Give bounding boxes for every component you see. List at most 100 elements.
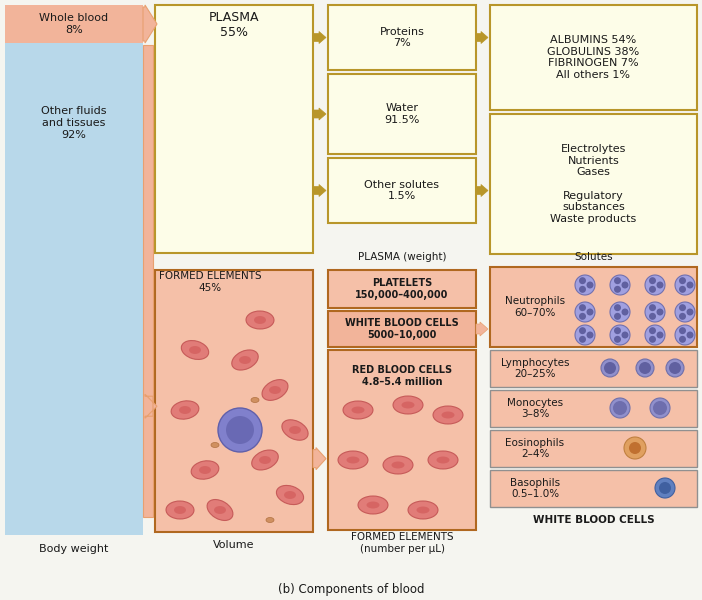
Text: (b) Components of blood: (b) Components of blood	[278, 583, 424, 596]
Circle shape	[579, 313, 586, 320]
Ellipse shape	[352, 407, 364, 413]
Text: Whole blood
8%: Whole blood 8%	[39, 13, 109, 35]
Circle shape	[613, 401, 627, 415]
Ellipse shape	[393, 396, 423, 414]
Bar	[490, 267, 697, 347]
Circle shape	[679, 313, 686, 320]
Bar	[328, 158, 476, 223]
Ellipse shape	[428, 451, 458, 469]
Circle shape	[586, 281, 593, 289]
Circle shape	[649, 336, 656, 343]
Ellipse shape	[239, 356, 251, 364]
Circle shape	[649, 313, 656, 320]
FancyArrow shape	[476, 31, 488, 43]
Text: Neutrophils
60–70%: Neutrophils 60–70%	[505, 296, 565, 318]
Circle shape	[669, 362, 681, 374]
Ellipse shape	[166, 501, 194, 519]
Text: Volume: Volume	[213, 540, 255, 550]
Circle shape	[655, 478, 675, 498]
Text: Eosinophils
2–4%: Eosinophils 2–4%	[505, 438, 564, 460]
Circle shape	[650, 398, 670, 418]
Ellipse shape	[189, 346, 201, 354]
FancyArrow shape	[476, 322, 488, 336]
Circle shape	[579, 286, 586, 293]
Circle shape	[575, 302, 595, 322]
Circle shape	[586, 308, 593, 316]
Circle shape	[687, 331, 694, 338]
Ellipse shape	[206, 501, 234, 519]
Text: FORMED ELEMENTS
45%: FORMED ELEMENTS 45%	[159, 271, 261, 293]
Ellipse shape	[433, 406, 463, 424]
Ellipse shape	[251, 397, 259, 403]
Bar	[328, 5, 476, 70]
Circle shape	[579, 304, 586, 311]
Ellipse shape	[358, 496, 388, 514]
Circle shape	[586, 331, 593, 338]
Circle shape	[649, 327, 656, 334]
Circle shape	[218, 408, 262, 452]
Bar	[490, 470, 697, 507]
Ellipse shape	[221, 415, 249, 434]
Circle shape	[614, 286, 621, 293]
Ellipse shape	[338, 451, 368, 469]
Circle shape	[575, 325, 595, 345]
Text: Lymphocytes
20–25%: Lymphocytes 20–25%	[501, 358, 569, 379]
Circle shape	[614, 336, 621, 343]
Circle shape	[579, 277, 586, 284]
Circle shape	[610, 275, 630, 295]
Circle shape	[601, 359, 619, 377]
Circle shape	[675, 302, 695, 322]
Text: Solutes: Solutes	[574, 252, 613, 262]
Ellipse shape	[266, 517, 274, 523]
Circle shape	[614, 327, 621, 334]
Ellipse shape	[366, 502, 380, 509]
Text: Body weight: Body weight	[39, 544, 109, 554]
Ellipse shape	[246, 310, 274, 330]
Circle shape	[614, 277, 621, 284]
Circle shape	[649, 277, 656, 284]
Ellipse shape	[174, 506, 186, 514]
Ellipse shape	[214, 506, 226, 514]
Ellipse shape	[402, 401, 414, 409]
Text: ALBUMINS 54%
GLOBULINS 38%
FIBRINOGEN 7%
All others 1%: ALBUMINS 54% GLOBULINS 38% FIBRINOGEN 7%…	[548, 35, 640, 80]
Ellipse shape	[211, 443, 219, 448]
Bar	[490, 390, 697, 427]
Ellipse shape	[284, 491, 296, 499]
Ellipse shape	[231, 350, 259, 370]
Circle shape	[656, 331, 663, 338]
Circle shape	[575, 275, 595, 295]
Circle shape	[226, 416, 254, 444]
Circle shape	[621, 331, 628, 338]
Circle shape	[679, 336, 686, 343]
Circle shape	[679, 277, 686, 284]
Ellipse shape	[282, 421, 309, 440]
Bar	[5, 43, 143, 535]
Bar	[328, 350, 476, 530]
Circle shape	[675, 325, 695, 345]
FancyArrow shape	[145, 394, 157, 418]
Text: Water
91.5%: Water 91.5%	[384, 103, 420, 125]
Text: Other fluids
and tissues
92%: Other fluids and tissues 92%	[41, 106, 107, 140]
Circle shape	[639, 362, 651, 374]
Circle shape	[579, 327, 586, 334]
Ellipse shape	[442, 412, 454, 419]
Ellipse shape	[171, 401, 199, 419]
Ellipse shape	[251, 451, 279, 469]
Ellipse shape	[392, 461, 404, 469]
Circle shape	[621, 281, 628, 289]
Circle shape	[679, 304, 686, 311]
Circle shape	[629, 442, 641, 454]
Bar	[328, 270, 476, 308]
Bar	[5, 5, 143, 43]
Ellipse shape	[276, 486, 304, 504]
Ellipse shape	[259, 456, 271, 464]
Circle shape	[610, 325, 630, 345]
FancyArrow shape	[313, 108, 326, 120]
Ellipse shape	[343, 401, 373, 419]
Circle shape	[645, 275, 665, 295]
Ellipse shape	[261, 381, 289, 399]
Ellipse shape	[229, 421, 241, 429]
Circle shape	[649, 304, 656, 311]
Bar	[490, 5, 697, 110]
Circle shape	[659, 482, 671, 494]
